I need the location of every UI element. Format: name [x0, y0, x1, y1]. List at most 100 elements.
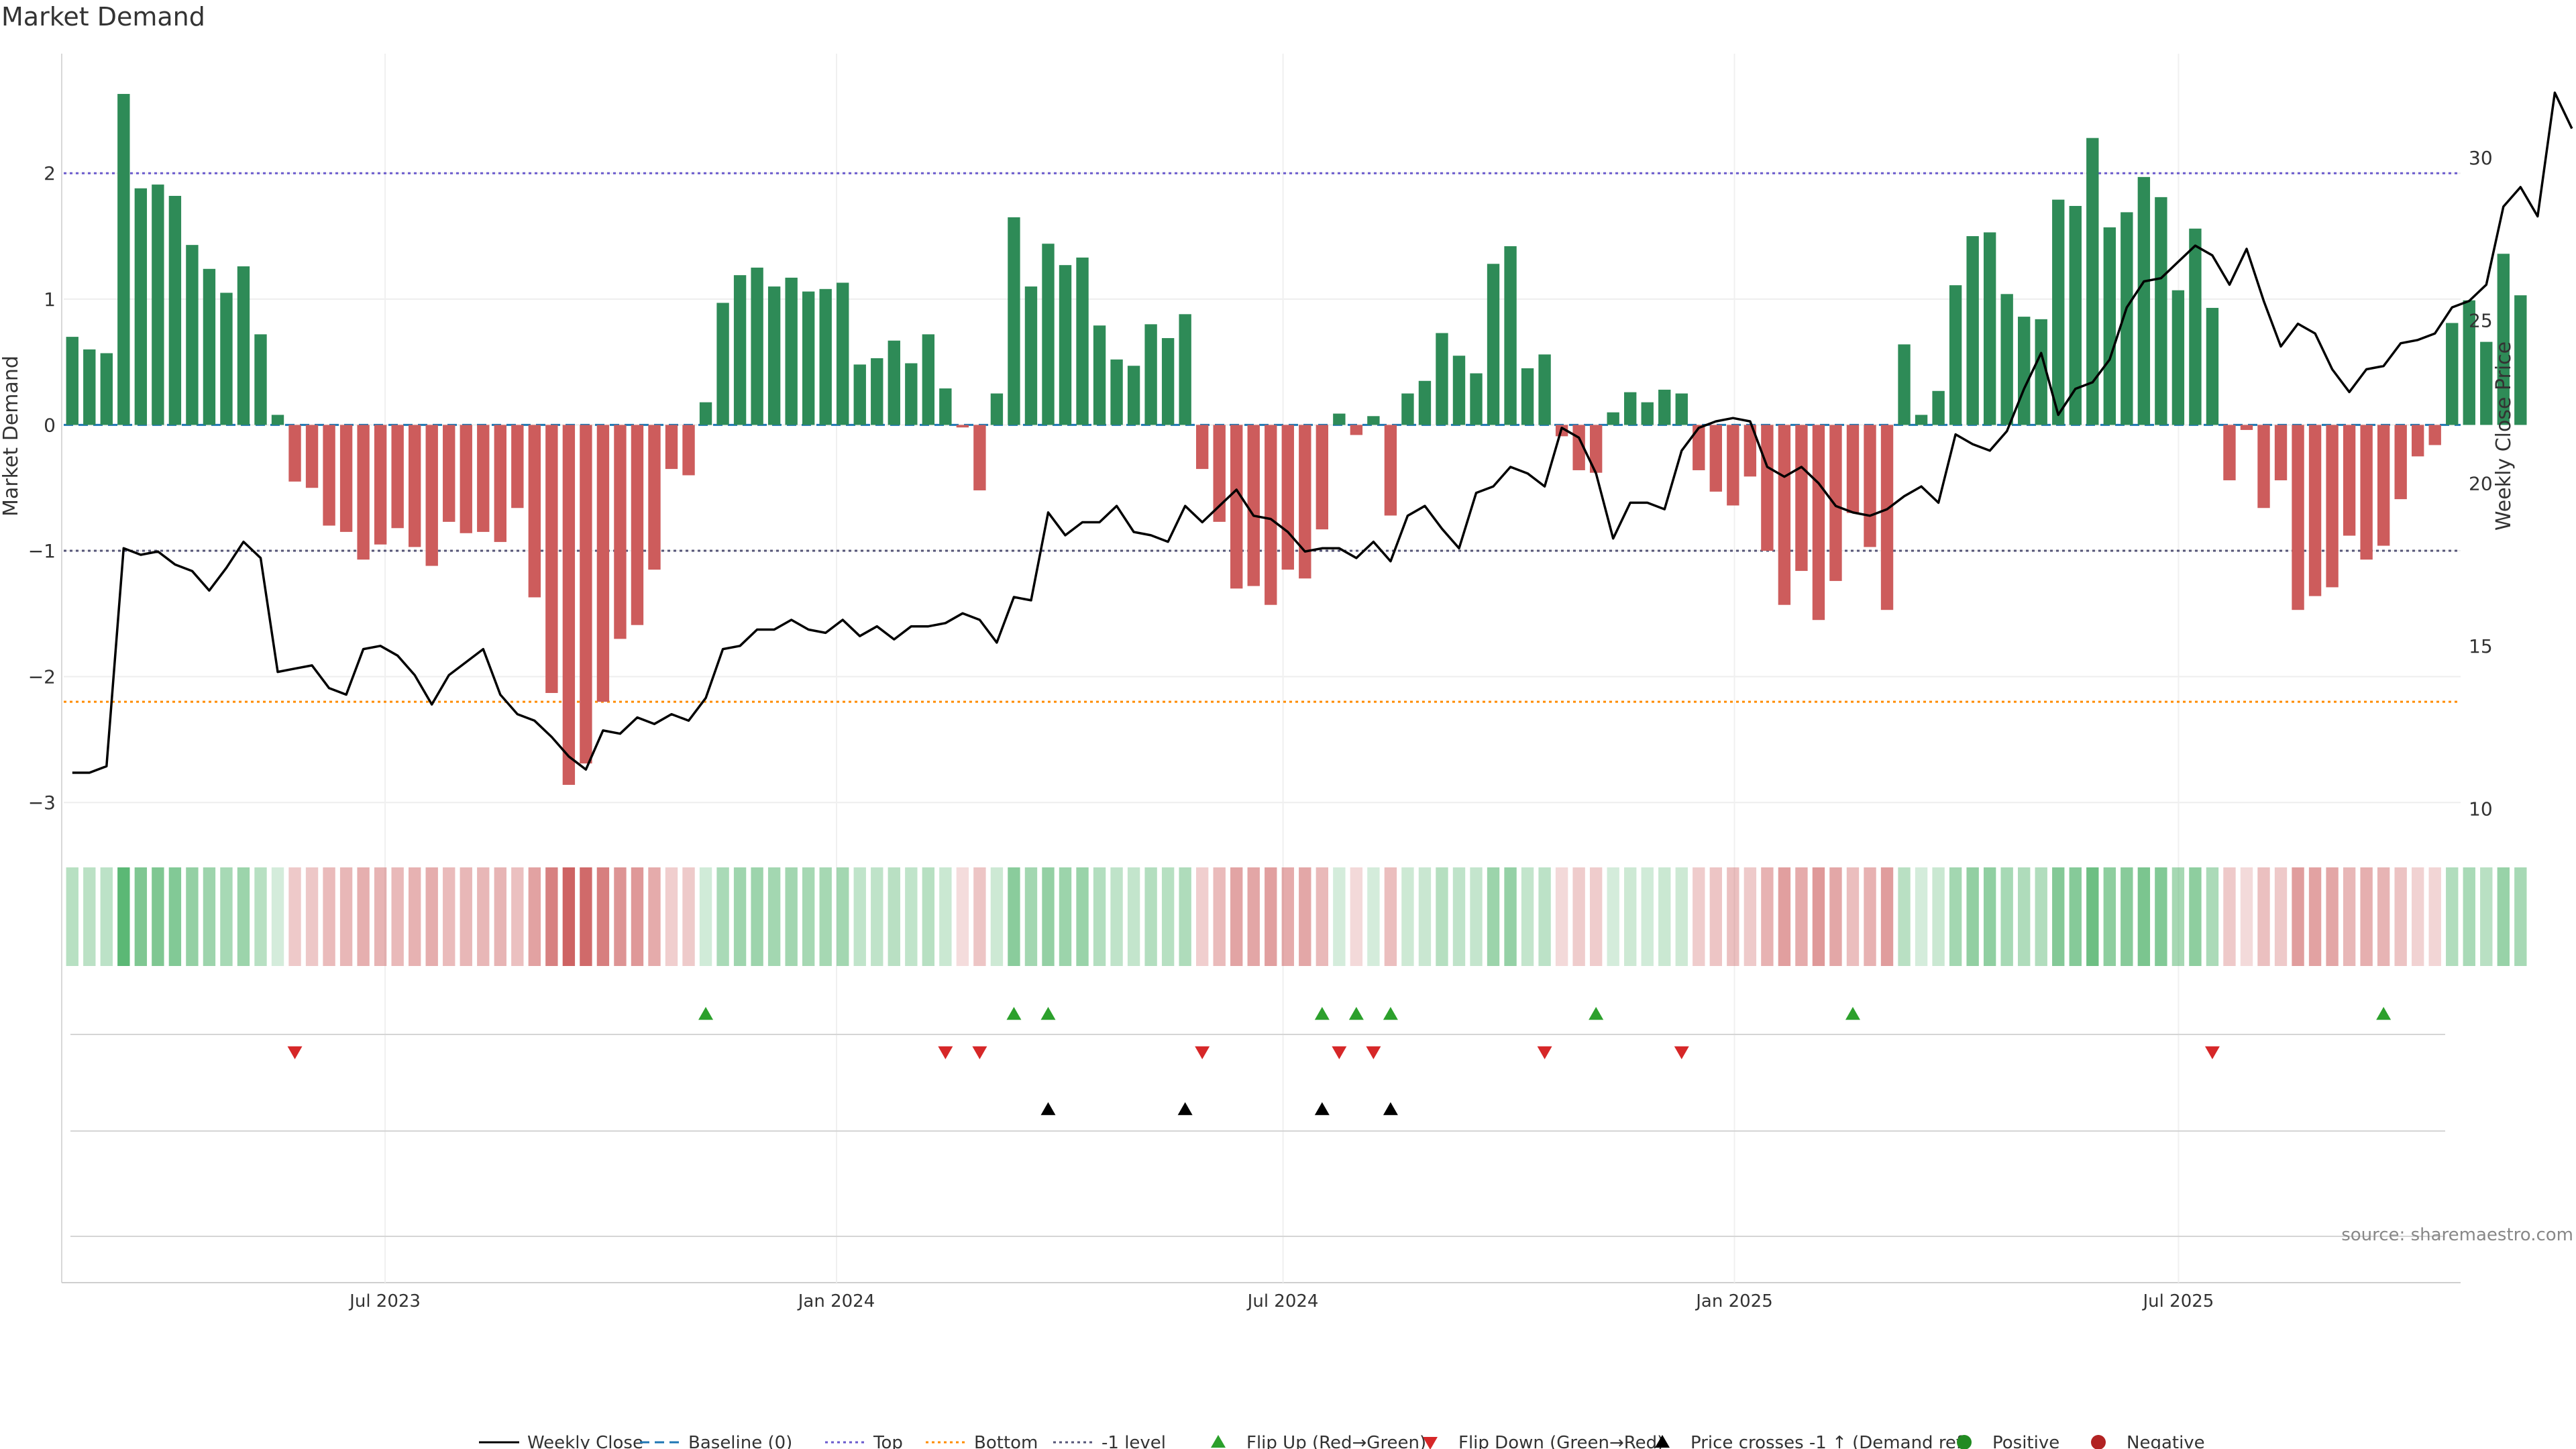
heat-cell — [1915, 867, 1928, 966]
demand-bar — [2257, 425, 2270, 508]
y2-tick-label: 10 — [2469, 798, 2493, 820]
flip-up-marker — [1845, 1007, 1860, 1020]
demand-bar — [2343, 425, 2356, 536]
heat-cell — [1247, 867, 1260, 966]
demand-bar — [2497, 254, 2510, 425]
demand-bar — [323, 425, 335, 526]
flip-up-marker — [1348, 1007, 1364, 1020]
demand-bar — [802, 291, 815, 425]
x-tick-label: Jul 2023 — [348, 1291, 421, 1311]
heat-cell — [562, 867, 576, 966]
heat-cell — [922, 867, 935, 966]
legend-label: Flip Down (Green→Red) — [1458, 1433, 1664, 1449]
x-tick-label: Jul 2024 — [1246, 1291, 1319, 1311]
heat-cell — [699, 867, 712, 966]
heat-cell — [477, 867, 490, 966]
demand-bar — [1761, 425, 1774, 551]
demand-bar — [2086, 138, 2099, 425]
demand-bar — [1727, 425, 1739, 506]
heat-cell — [1641, 867, 1654, 966]
demand-bar — [425, 425, 438, 566]
demand-bar — [1641, 402, 1654, 425]
heat-cell — [596, 867, 610, 966]
heat-cell — [871, 867, 883, 966]
demand-bar — [1709, 425, 1723, 492]
demand-bar — [134, 188, 148, 425]
demand-bar — [83, 349, 96, 425]
flip-down-marker — [1332, 1046, 1347, 1059]
heat-cell — [152, 867, 164, 966]
heat-cell — [1504, 867, 1517, 966]
demand-bar — [305, 425, 319, 488]
heat-cell — [339, 867, 353, 966]
price-cross-marker — [1177, 1102, 1193, 1116]
heat-cell — [1436, 867, 1448, 966]
legend-flip-down-icon — [1423, 1437, 1438, 1449]
heat-cell — [1624, 867, 1637, 966]
demand-bar — [1247, 425, 1260, 586]
demand-bar — [648, 425, 661, 570]
heat-cell — [528, 867, 541, 966]
demand-bar — [186, 245, 199, 425]
heat-cell — [2086, 867, 2099, 966]
heat-cell — [767, 867, 781, 966]
y2-axis-label: Weekly Close Price — [2492, 341, 2516, 531]
demand-bar — [871, 358, 883, 425]
heat-cell — [323, 867, 335, 966]
demand-bar — [152, 184, 164, 425]
heat-cell — [2446, 867, 2459, 966]
heat-cell — [733, 867, 747, 966]
demand-bar — [1846, 425, 1860, 513]
demand-bar — [1470, 373, 1483, 425]
heat-cell — [1761, 867, 1774, 966]
heat-cell — [2035, 867, 2047, 966]
demand-bar — [1915, 415, 1928, 425]
demand-bar — [494, 425, 506, 542]
heat-cell — [391, 867, 404, 966]
heat-cell — [1144, 867, 1157, 966]
demand-bar — [477, 425, 490, 532]
demand-bar — [1127, 366, 1140, 425]
demand-bar — [1042, 244, 1055, 425]
grid-lines — [61, 54, 2461, 1283]
y2-tick-label: 15 — [2469, 635, 2493, 657]
demand-bar — [1607, 412, 1619, 425]
y2-tick-label: 30 — [2469, 147, 2493, 169]
heat-cell — [2155, 867, 2167, 966]
legend-negative-icon — [2091, 1435, 2106, 1449]
demand-bar — [1932, 390, 1945, 425]
demand-bar — [1144, 324, 1157, 425]
flip-down-marker — [972, 1046, 987, 1059]
demand-bar — [1658, 389, 1671, 425]
flip-down-marker — [1366, 1046, 1381, 1059]
demand-bar — [2155, 197, 2167, 425]
demand-bar — [888, 340, 900, 425]
heat-cell — [545, 867, 558, 966]
price-cross-marker — [1040, 1102, 1056, 1116]
heat-cell — [288, 867, 301, 966]
heat-cell — [2052, 867, 2065, 966]
demand-heat-strip — [66, 867, 2527, 966]
demand-bar — [1880, 425, 1894, 610]
heat-cell — [83, 867, 96, 966]
heat-cell — [2137, 867, 2151, 966]
demand-bar — [2514, 295, 2527, 425]
demand-bar — [2394, 425, 2407, 500]
heat-cell — [1230, 867, 1243, 966]
heat-cell — [425, 867, 438, 966]
legend-label: Bottom — [974, 1433, 1038, 1449]
weekly-close-line — [72, 91, 2573, 774]
heat-cell — [1161, 867, 1175, 966]
demand-bar — [1195, 425, 1209, 470]
heat-cell — [66, 867, 78, 966]
demand-bar — [767, 286, 781, 425]
heat-cell — [1195, 867, 1209, 966]
heat-cell — [460, 867, 472, 966]
heat-cell — [1693, 867, 1705, 966]
heat-cell — [1572, 867, 1585, 966]
demand-bar — [2137, 176, 2151, 425]
demand-bar — [237, 266, 250, 425]
heat-cell — [1024, 867, 1038, 966]
demand-bar — [2240, 425, 2253, 430]
